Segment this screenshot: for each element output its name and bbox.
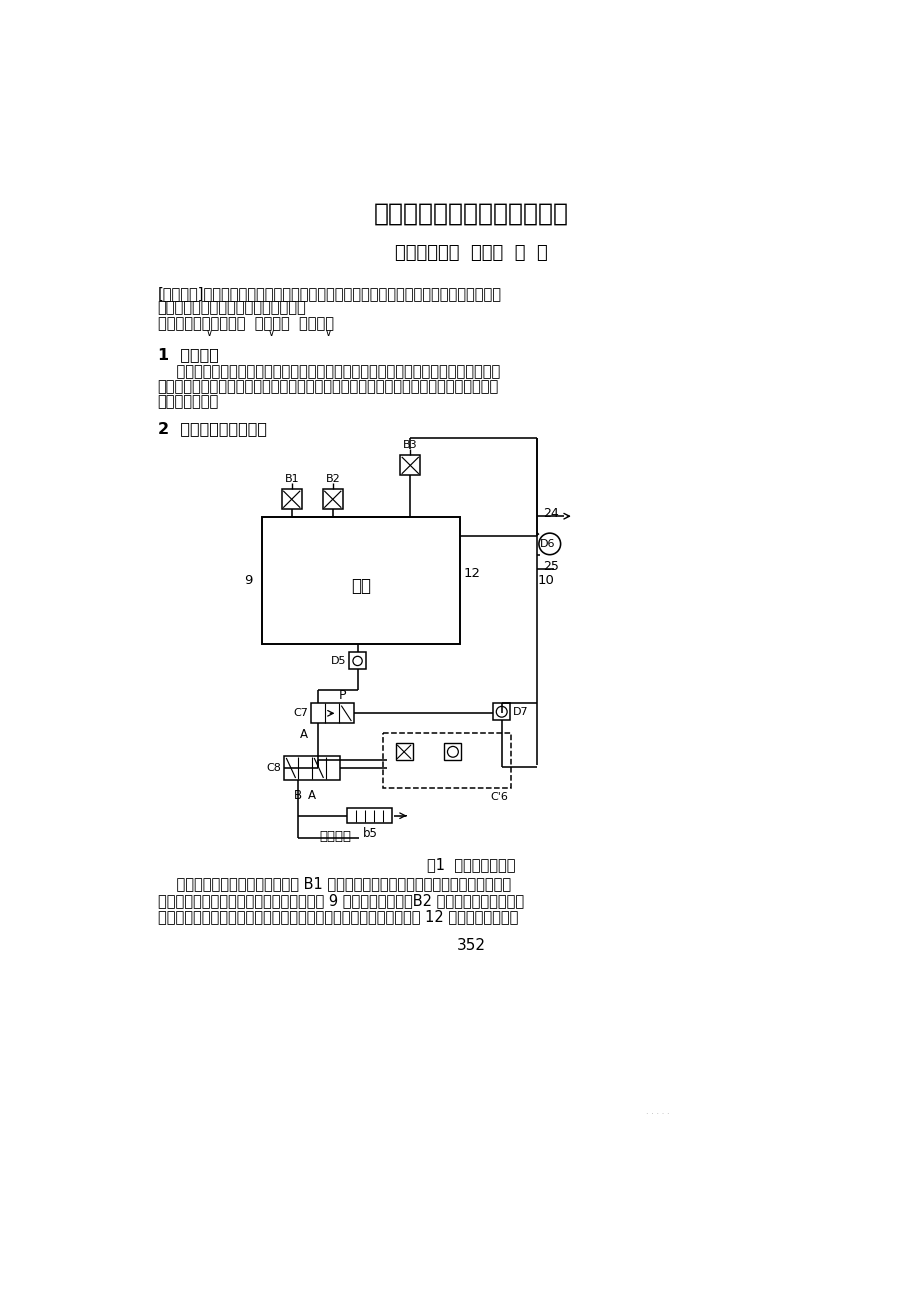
Text: D7: D7 <box>512 707 528 716</box>
Text: 倒车起动过程。: 倒车起动过程。 <box>157 394 219 410</box>
Text: 起动控制: 起动控制 <box>320 830 351 843</box>
Text: A: A <box>308 788 315 801</box>
Text: A: A <box>300 728 308 741</box>
Text: b5: b5 <box>362 827 377 840</box>
Text: 该轮在起动过程中出现的故障现象是这样的：在正车起动时，起动过程正常，当从正: 该轮在起动过程中出现的故障现象是这样的：在正车起动时，起动过程正常，当从正 <box>157 364 499 380</box>
Text: ∨: ∨ <box>324 329 332 338</box>
Text: 2  起动回路的原理分析: 2 起动回路的原理分析 <box>157 420 267 436</box>
Text: 352: 352 <box>457 938 485 953</box>
Bar <box>284 756 339 780</box>
Text: ∨: ∨ <box>206 329 213 338</box>
Text: D5: D5 <box>330 656 346 666</box>
Text: C8: C8 <box>266 763 280 773</box>
Text: B: B <box>293 788 301 801</box>
Bar <box>281 489 301 509</box>
Bar <box>311 703 353 723</box>
Text: 25: 25 <box>543 560 559 573</box>
Text: [内容摘要]：本文对某轮气动主机遥控系统的起动回路进行了分析，并在此基础上具体分: [内容摘要]：本文对某轮气动主机遥控系统的起动回路进行了分析，并在此基础上具体分 <box>157 286 501 301</box>
Text: 关键词：主机遥控系统  起动回路  故障分析: 关键词：主机遥控系统 起动回路 故障分析 <box>157 316 334 331</box>
Text: 主机遥控系统起动故障的分析: 主机遥控系统起动故障的分析 <box>374 201 568 226</box>
Text: 图1  起动回路原理图: 图1 起动回路原理图 <box>426 857 516 872</box>
Text: ∨: ∨ <box>267 329 275 338</box>
Bar <box>493 703 510 720</box>
Text: 换向及倒车起动时由操纵手柄将控制端压下，使其工作在上位，这样 12 号管路有气信号。: 换向及倒车起动时由操纵手柄将控制端压下，使其工作在上位，这样 12 号管路有气信… <box>157 908 517 924</box>
Bar <box>382 732 510 788</box>
Text: 9: 9 <box>244 574 252 587</box>
Bar <box>444 744 461 761</box>
Text: 12: 12 <box>463 568 481 581</box>
Bar <box>348 652 366 669</box>
Bar <box>323 489 343 509</box>
Bar <box>262 517 460 643</box>
Text: 气鼓: 气鼓 <box>350 577 370 595</box>
Text: D6: D6 <box>539 539 554 549</box>
Text: 参看起动回路的原理图，在图中 B1 为正车控制阀，在正车换向及正车起动时由操纵: 参看起动回路的原理图，在图中 B1 为正车控制阀，在正车换向及正车起动时由操纵 <box>157 877 510 891</box>
Text: B1: B1 <box>284 474 299 484</box>
Bar <box>395 744 412 761</box>
Text: 车向倒车换向时，换向过程也正常，但在换向完成以后进行倒车起动时，无法实现正常的: 车向倒车换向时，换向过程也正常，但在换向完成以后进行倒车起动时，无法实现正常的 <box>157 380 498 394</box>
Text: 24: 24 <box>543 506 559 519</box>
Text: 析了起动过程中出现的一个故障现象。: 析了起动过程中出现的一个故障现象。 <box>157 300 306 316</box>
Text: 大连海事大学  王冬捷  陈  健: 大连海事大学 王冬捷 陈 健 <box>394 244 548 261</box>
Text: C'6: C'6 <box>491 792 508 801</box>
Text: 1  故障现象: 1 故障现象 <box>157 347 219 363</box>
Bar <box>347 808 392 823</box>
Text: C7: C7 <box>293 709 308 718</box>
Text: P: P <box>338 689 346 702</box>
Text: . . . . .: . . . . . <box>645 1107 669 1116</box>
Bar <box>400 455 420 475</box>
Text: B2: B2 <box>325 474 340 484</box>
Text: 手柄将控制端压下，使其工作在上位，这样 9 号管路有气信号。B2 为倒车控制阀，在倒车: 手柄将控制端压下，使其工作在上位，这样 9 号管路有气信号。B2 为倒车控制阀，… <box>157 893 523 908</box>
Text: 10: 10 <box>537 574 553 587</box>
Text: B3: B3 <box>403 440 417 450</box>
